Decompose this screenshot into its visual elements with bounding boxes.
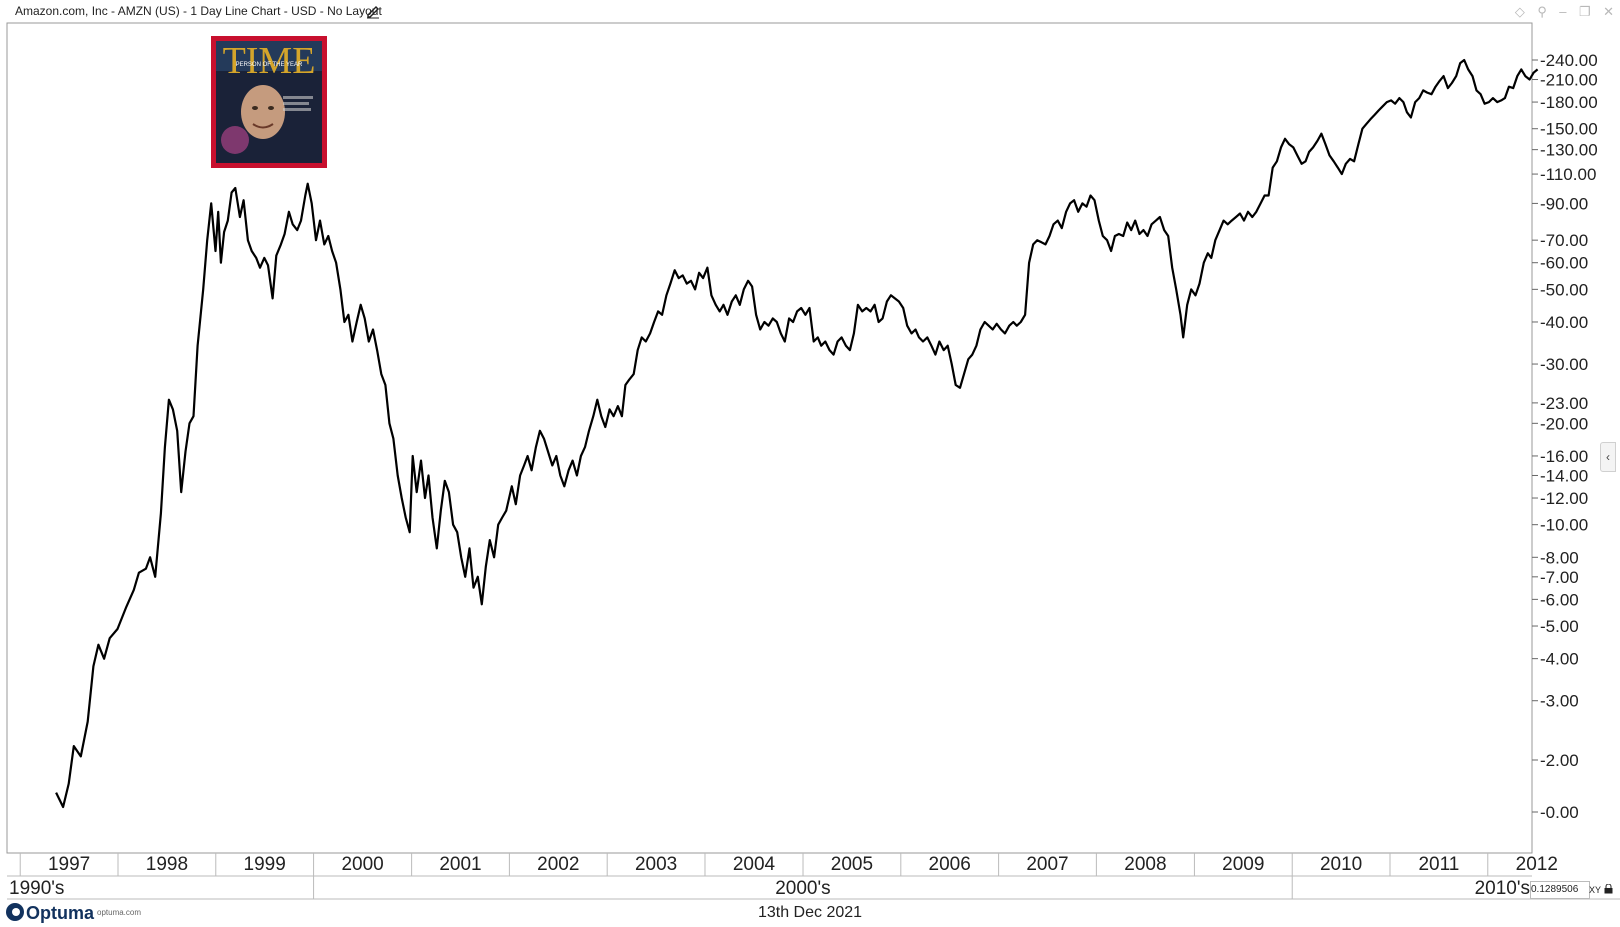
- y-tick-label: -14.00: [1540, 466, 1588, 485]
- y-tick-label: -240.00: [1540, 51, 1598, 70]
- cover-eye-left: [252, 106, 258, 110]
- x-tick-label: 2005: [831, 854, 873, 875]
- x-tick-label: 2010: [1320, 854, 1362, 875]
- y-tick-label: -8.00: [1540, 548, 1579, 567]
- x-tick-label: 2004: [733, 854, 776, 875]
- diamond-icon[interactable]: ◇: [1514, 4, 1525, 19]
- y-tick-label: -130.00: [1540, 141, 1598, 160]
- x-tick-label: 2000: [341, 854, 383, 875]
- x-tick-label: 2009: [1222, 854, 1264, 875]
- y-tick-label: -7.00: [1540, 568, 1579, 587]
- decade-label: 2000's: [775, 878, 830, 899]
- x-axis: 1997 1998 1999 2000 2001 2002 2003 2004 2005 2006…: [19, 853, 1558, 876]
- x-tick-label: 1998: [146, 854, 188, 875]
- restore-icon[interactable]: ❐: [1578, 4, 1591, 19]
- footer: Optuma optuma.com 13th Dec 2021: [0, 900, 1620, 927]
- brand-name: Optuma: [26, 903, 95, 923]
- price-series-line: [55, 58, 1539, 809]
- y-tick-label: -12.00: [1540, 489, 1588, 508]
- y-tick-label: -2.00: [1540, 751, 1579, 770]
- cover-smile: [252, 123, 274, 129]
- pencil-icon[interactable]: [365, 3, 381, 19]
- x-tick-label: 1999: [244, 854, 286, 875]
- pin-icon[interactable]: ⚲: [1537, 4, 1547, 19]
- y-axis: -240.00-210.00 -180.00 -150.00 -130.00 -110.…: [1532, 51, 1598, 822]
- website-label: optuma.com: [97, 908, 142, 917]
- y-tick-label: -6.00: [1540, 590, 1579, 609]
- x-tick-label: 2008: [1124, 854, 1166, 875]
- y-tick-label: -23.00: [1540, 394, 1588, 413]
- y-tick-label: -60.00: [1540, 254, 1588, 273]
- x-tick-label: 2012: [1516, 854, 1558, 875]
- chart-date: 13th Dec 2021: [757, 904, 863, 921]
- optuma-logo[interactable]: Optuma: [6, 903, 94, 924]
- minimize-icon[interactable]: ‒: [1559, 4, 1567, 19]
- cover-packing-peanuts: [221, 126, 249, 154]
- cover-eye-right: [268, 106, 274, 110]
- cover-face: [241, 85, 285, 139]
- scale-mode-label[interactable]: XY: [1589, 885, 1602, 895]
- cover-text-line: [283, 108, 311, 111]
- y-tick-label: -3.00: [1540, 692, 1579, 711]
- collapse-panel-button[interactable]: ‹: [1600, 442, 1616, 472]
- cover-top: [216, 41, 322, 71]
- decade-label: 1990's: [9, 878, 64, 899]
- cover-text-line: [283, 102, 309, 105]
- x-tick-label: 2007: [1026, 854, 1068, 875]
- x-tick-label: 2011: [1418, 854, 1459, 875]
- y-tick-label: -110.00: [1540, 165, 1596, 184]
- y-tick-label: -50.00: [1540, 280, 1588, 299]
- x-tick-label: 1997: [48, 854, 90, 875]
- y-tick-label: -90.00: [1540, 194, 1588, 213]
- y-tick-label: -70.00: [1540, 231, 1588, 250]
- y-tick-label: -16.00: [1540, 447, 1588, 466]
- close-icon[interactable]: ✕: [1603, 4, 1614, 19]
- x-tick-label: 2001: [439, 854, 481, 875]
- cover-subtitle: PERSON OF THE YEAR: [236, 62, 303, 68]
- x-tick-label: 2002: [537, 854, 579, 875]
- y-tick-label: -30.00: [1540, 355, 1588, 374]
- time-magazine-cover: TIME PERSON OF THE YEAR: [211, 36, 327, 168]
- cover-masthead: TIME: [223, 40, 316, 82]
- y-tick-label: -40.00: [1540, 313, 1588, 332]
- y-tick-label: -20.00: [1540, 414, 1588, 433]
- cover-text-line: [283, 96, 313, 99]
- y-tick-label: -5.00: [1540, 617, 1579, 636]
- y-tick-label: -150.00: [1540, 120, 1598, 139]
- y-tick-label: -210.00: [1540, 71, 1598, 90]
- y-tick-label: -180.00: [1540, 93, 1598, 112]
- lock-icon[interactable]: [1604, 884, 1613, 894]
- y-tick-label: -10.00: [1540, 516, 1588, 535]
- decade-label: 2010's: [1475, 878, 1530, 899]
- decade-axis: 1990's 2000's 2010's: [9, 876, 1530, 899]
- y-tick-label: -0.00: [1540, 803, 1579, 822]
- optuma-logo-icon: [6, 903, 24, 921]
- x-tick-label: 2006: [929, 854, 971, 875]
- scale-value-field[interactable]: 0.1289506: [1530, 881, 1590, 899]
- x-tick-label: 2003: [635, 854, 677, 875]
- y-tick-label: -4.00: [1540, 650, 1579, 669]
- title-bar: Amazon.com, Inc - AMZN (US) - 1 Day Line…: [0, 0, 1620, 24]
- chart-title: Amazon.com, Inc - AMZN (US) - 1 Day Line…: [15, 4, 382, 18]
